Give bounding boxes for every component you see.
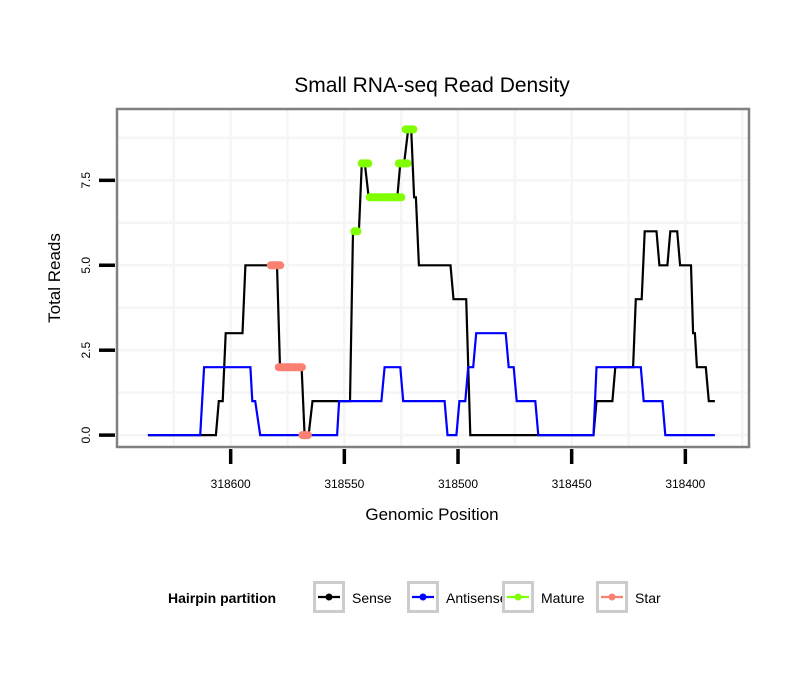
y-tick-label: 0.0 xyxy=(79,426,93,443)
x-tick-label: 318500 xyxy=(438,477,478,491)
marker-mature xyxy=(365,193,406,202)
legend-key-point xyxy=(419,593,427,601)
series-markers xyxy=(266,125,418,440)
marker-star xyxy=(298,431,312,440)
marker-mature xyxy=(350,227,362,236)
x-axis: 318600 318550 318500 318450 318400 xyxy=(211,449,706,491)
marker-star xyxy=(274,363,306,372)
legend-label: Sense xyxy=(352,590,392,606)
plot-panel xyxy=(115,107,751,449)
legend-label: Star xyxy=(635,590,661,606)
panel-background xyxy=(117,109,749,447)
legend-key-point xyxy=(608,593,616,601)
x-axis-title: Genomic Position xyxy=(365,505,498,524)
marker-mature xyxy=(394,159,412,168)
x-tick-label: 318450 xyxy=(552,477,592,491)
legend-item-sense: Sense xyxy=(313,581,392,613)
series-line-antisense xyxy=(147,332,715,437)
marker-mature xyxy=(401,125,418,134)
legend: Hairpin partition Sense Antisense Mature St… xyxy=(168,581,661,613)
y-tick-label: 2.5 xyxy=(79,342,93,359)
y-tick-label: 5.0 xyxy=(79,257,93,274)
legend-item-antisense: Antisense xyxy=(407,581,508,613)
legend-item-mature: Mature xyxy=(502,581,585,613)
marker-mature xyxy=(357,159,373,168)
legend-key-point xyxy=(514,593,522,601)
legend-item-star: Star xyxy=(596,581,661,613)
x-tick-label: 318600 xyxy=(211,477,251,491)
panel-border xyxy=(115,107,751,449)
chart-title: Small RNA-seq Read Density xyxy=(294,74,570,97)
y-tick-label: 7.5 xyxy=(79,172,93,189)
marker-star xyxy=(266,261,285,270)
y-axis: 0.0 2.5 5.0 7.5 xyxy=(79,172,115,443)
legend-title: Hairpin partition xyxy=(168,590,276,606)
x-tick-label: 318550 xyxy=(324,477,364,491)
legend-key-point xyxy=(325,593,333,601)
legend-label: Antisense xyxy=(446,590,508,606)
x-tick-label: 318400 xyxy=(665,477,705,491)
y-axis-title: Total Reads xyxy=(45,233,64,323)
legend-label: Mature xyxy=(541,590,585,606)
